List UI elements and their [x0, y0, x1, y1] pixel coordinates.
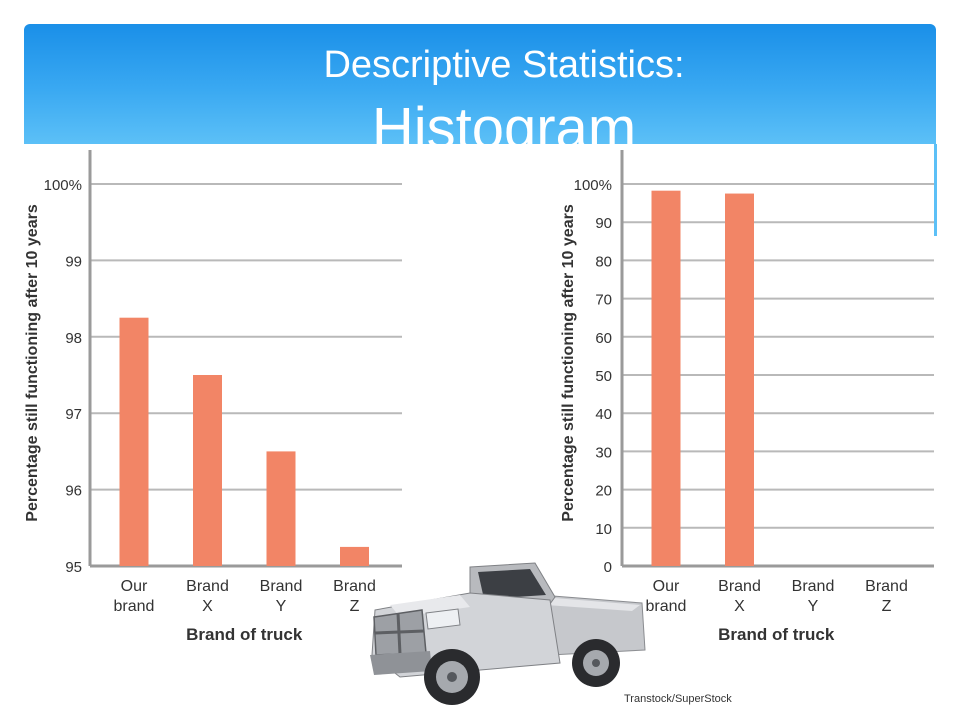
y-tick-label: 97 [65, 406, 82, 423]
x-tick-label: Z [882, 598, 892, 615]
bar [193, 375, 222, 566]
y-tick-label: 40 [595, 406, 612, 423]
x-tick-label: Brand [718, 578, 761, 595]
x-tick-label: Y [276, 598, 287, 615]
bar [119, 317, 149, 566]
y-tick-label: 96 [65, 483, 82, 500]
photo-credit: Transtock/SuperStock [624, 693, 732, 705]
slide-title: Descriptive Statistics: [323, 44, 685, 86]
title-banner: Descriptive Statistics: Histogram [24, 24, 936, 161]
x-tick-label: Brand [865, 578, 908, 595]
x-tick-label: Brand [333, 578, 376, 595]
y-tick-label: 100% [574, 177, 612, 194]
y-tick-label: 60 [595, 330, 612, 347]
y-tick-label: 99 [65, 253, 82, 270]
x-tick-label: Y [808, 598, 819, 615]
y-tick-label: 0 [604, 559, 612, 576]
y-tick-label: 100% [44, 177, 82, 194]
y-tick-label: 80 [595, 253, 612, 270]
banner-edge [934, 144, 937, 236]
bar [651, 190, 681, 566]
x-axis-label: Brand of truck [186, 625, 303, 644]
y-axis-label: Percentage still functioning after 10 ye… [24, 204, 41, 522]
x-tick-label: Our [653, 578, 680, 595]
y-tick-label: 50 [595, 368, 612, 385]
x-tick-label: Brand [186, 578, 229, 595]
x-tick-label: Z [350, 598, 360, 615]
y-axis-label: Percentage still functioning after 10 ye… [560, 204, 577, 522]
y-tick-label: 70 [595, 292, 612, 309]
x-tick-label: X [202, 598, 213, 615]
y-tick-label: 98 [65, 330, 82, 347]
y-tick-label: 20 [595, 483, 612, 500]
x-tick-label: Brand [260, 578, 303, 595]
y-tick-label: 90 [595, 215, 612, 232]
bar [340, 546, 369, 566]
x-axis-label: Brand of truck [718, 625, 835, 644]
bar [725, 193, 754, 567]
bar [266, 451, 296, 566]
x-tick-label: Brand [792, 578, 835, 595]
y-tick-label: 10 [595, 521, 612, 538]
y-tick-label: 95 [65, 559, 82, 576]
pickup-truck-photo [370, 562, 646, 705]
x-tick-label: Our [121, 578, 148, 595]
slide-subtitle: Histogram [371, 96, 637, 161]
x-tick-label: brand [114, 598, 155, 615]
y-tick-label: 30 [595, 444, 612, 461]
x-tick-label: brand [646, 598, 687, 615]
x-tick-label: X [734, 598, 745, 615]
